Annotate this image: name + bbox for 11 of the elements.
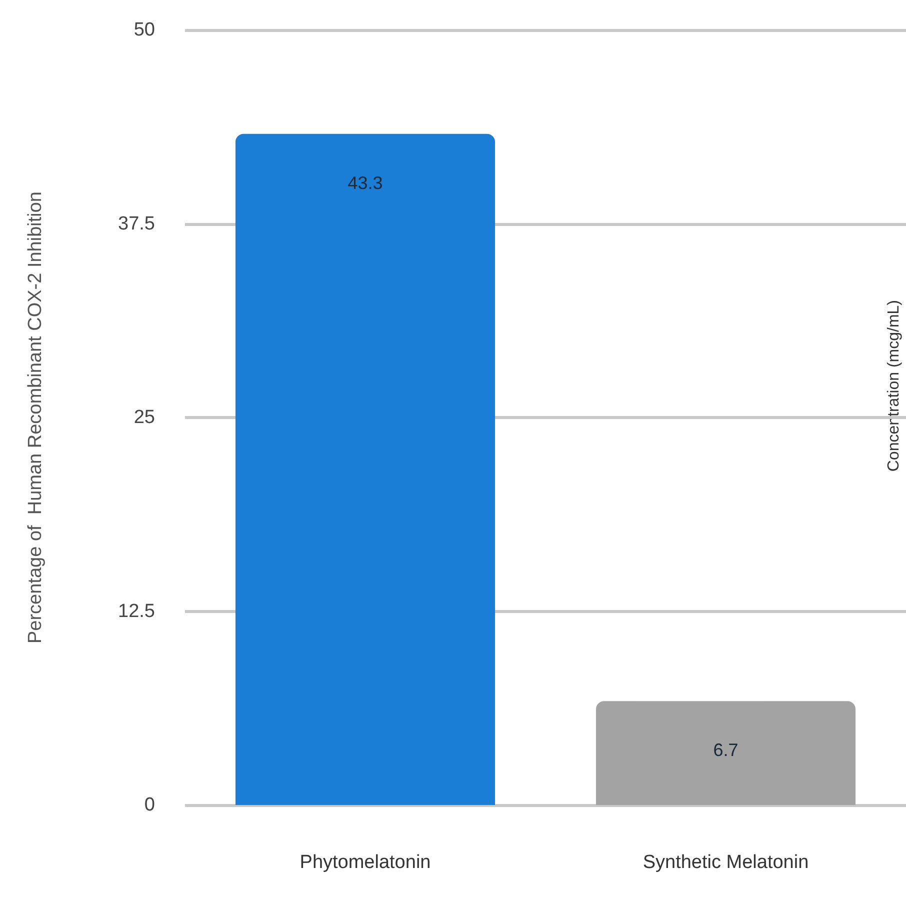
annotation: Concentration (mcg/mL): [886, 300, 902, 472]
y-tick-label: 37.5: [118, 213, 155, 234]
y-axis-title: Percentage of Human Recombinant COX-2 Inhibition: [25, 191, 46, 644]
data-label: 6.7: [713, 740, 738, 760]
x-tick-label: Phytomelatonin: [300, 852, 431, 873]
y-tick-label: 25: [134, 407, 155, 428]
x-tick-label: Synthetic Melatonin: [642, 852, 809, 873]
y-tick-label: 50: [134, 20, 155, 40]
y-tick-label: 12.5: [118, 600, 155, 622]
y-tick-label: 0: [144, 794, 155, 816]
data-label: 43.3: [348, 172, 383, 193]
